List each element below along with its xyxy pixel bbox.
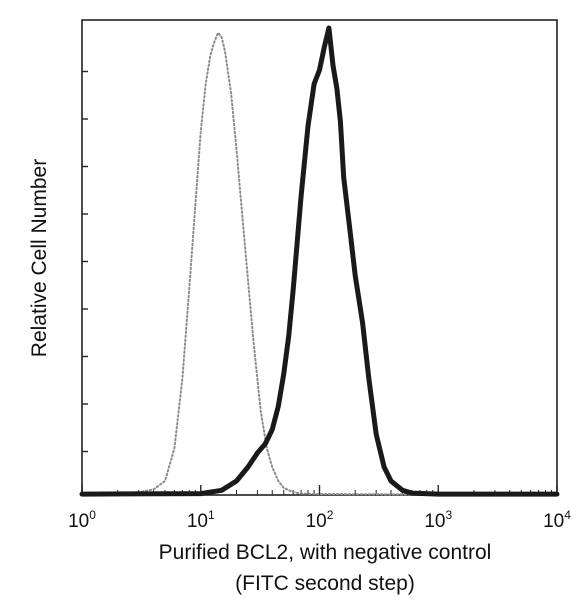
x-tick-label: 104	[543, 508, 571, 532]
y-axis-label: Relative Cell Number	[28, 159, 51, 357]
series-layer	[79, 25, 560, 497]
x-axis-label-line2: (FITC second step)	[235, 572, 415, 595]
negative-control-curve	[81, 31, 558, 496]
x-tick-label: 102	[306, 508, 334, 532]
plot-area	[81, 19, 558, 496]
x-axis-label: Purified BCL2, with negative control	[159, 541, 492, 564]
x-tick-label: 100	[68, 508, 96, 532]
bcl2-curve	[79, 25, 560, 497]
x-tick-label: 103	[424, 508, 452, 532]
x-tick-label: 101	[187, 508, 215, 532]
y-axis-ticks	[82, 70, 88, 453]
